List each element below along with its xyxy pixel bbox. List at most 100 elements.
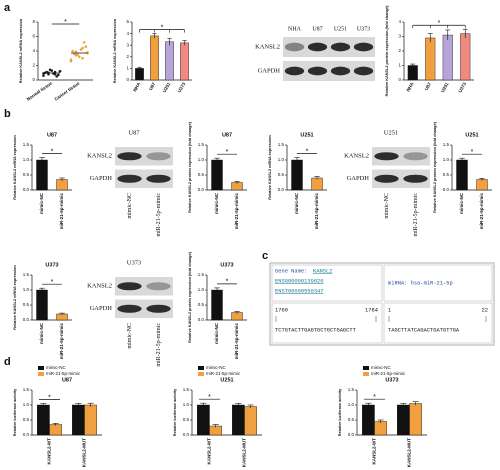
y-tick-label: 6 [32,34,35,39]
bar [180,42,189,81]
x-tick-label: Normal tissue [26,80,54,101]
y-tick-label: 0 [398,77,401,82]
point [77,55,81,59]
bar [291,159,303,191]
y-tick-label: 1.5 [23,272,30,277]
blot-strip [283,61,375,81]
blot-band [307,42,328,52]
x-tick-label: Cancer tissue [53,80,80,101]
x-tick-label: KANSL2-WT [47,438,52,465]
blot-band [330,42,351,52]
bar [456,159,468,191]
blot-band [374,152,399,161]
y-tick-label: 1.5 [183,387,190,392]
y-tick-label: 0.5 [23,172,30,177]
significance-label: * [64,19,67,26]
chart-title: U373 [45,262,58,268]
x-tick-label: U87 [424,81,433,91]
point [71,49,74,53]
blot-strip [115,169,173,188]
point [84,45,88,48]
chart-title: U251 [465,132,478,138]
point [74,50,78,54]
bar [49,424,62,436]
y-axis-label: Relative KANSL2 mRNA expression [13,135,17,200]
transcript-id-link[interactable]: ENST00000550347 [275,288,324,294]
blot-strip [372,147,430,166]
point [47,72,50,76]
significance-label: * [48,394,51,401]
x-tick-label: mimic-NC [214,192,219,214]
chart: 0.0 0.5 1.0 1.5 Relative KANSL2 protein expr… [433,121,492,229]
gene-id-link[interactable]: ENSG00000139620 [275,278,324,284]
y-axis-label: Relative KANSL2 mRNA expression [268,135,272,200]
bar [56,179,68,191]
x-tick-label: miR-21-5p-mimic [234,193,239,230]
chart: 0.0 0.5 1.0 1.5 Relative KANSL2 protein expr… [188,121,247,229]
gene-link[interactable]: KANSL2 [313,268,332,274]
chart-title: U87 [222,132,232,138]
y-tick-label: 0.0 [348,432,355,437]
y-axis-label: Relative KANSL2 protein expression (fold… [433,121,437,212]
x-tick-label: mimic-NC [294,192,299,214]
bar [211,289,223,321]
blot-band [353,66,374,76]
point [76,53,79,56]
bar [311,177,323,191]
y-tick-label: 1.5 [443,142,450,147]
legend-swatch [38,366,44,370]
legend-label: mimic-NC [46,365,66,370]
chart: 0.0 0.5 1.0 1.5 Relative luciferase activity… [338,365,427,467]
lane-label: mimic-NC [127,193,133,219]
band-label: KANSL2 [344,153,369,160]
western-blot: U373 KANSL2 GAPDH mimic-NC miR-21-5p-mimic [87,259,173,367]
bar [442,34,453,81]
legend-label: miR-21-5p-mimic [46,371,81,376]
y-tick-label: 3 [398,34,401,39]
mirna-start: 1 [388,307,391,313]
western-blot: U251 KANSL2 GAPDH mimic-NC miR-21-5p-mimic [344,129,430,237]
mirna-sequence: TAGCTTATCAGACTGATGTTGA [388,327,460,333]
chart: 0 1 2 3 4 5 Relative KANSL2 mRNA expression NHA… [113,18,192,93]
bar [460,33,471,81]
y-tick-label: 0 [32,77,35,82]
chart: 0.0 0.5 1.0 1.5 Relative luciferase activity… [173,365,262,467]
y-tick-label: 4 [398,19,401,24]
chart-title: U87 [62,377,72,383]
y-tick-label: 0.5 [198,302,205,307]
bar [165,41,174,81]
blot-band [284,42,305,52]
x-tick-label: mimic-NC [214,322,219,344]
point [42,72,45,75]
blot-band [374,174,399,183]
point [42,74,45,77]
y-tick-label: 1.0 [183,402,190,407]
bar [36,289,48,321]
point [82,41,86,44]
y-tick-label: 0.5 [23,417,30,422]
x-tick-label: NHA [405,81,415,93]
legend-label: mimic-NC [371,365,391,370]
lane-label: U373 [357,26,370,32]
table-cell [383,302,493,344]
significance-label: * [471,149,474,156]
x-tick-label: U373 [177,81,187,93]
bar [36,159,48,191]
blot-band [146,152,171,161]
significance-label: * [438,20,441,27]
y-axis-label: Relative luciferase activity [338,388,342,436]
bar [135,68,144,81]
x-tick-label: mimic-NC [459,192,464,214]
blot-title: U87 [128,129,140,136]
chart: 0 1 2 3 4 Relative KANSL2 protein expression … [385,5,474,96]
y-tick-label: 1.5 [23,142,30,147]
blot-band [146,282,171,291]
bar [211,159,223,191]
y-tick-label: 1.0 [23,402,30,407]
bar [374,421,387,436]
legend-swatch [363,372,369,376]
point [48,68,52,72]
table-cell [271,264,383,302]
point [58,70,62,73]
legend-swatch [363,366,369,370]
